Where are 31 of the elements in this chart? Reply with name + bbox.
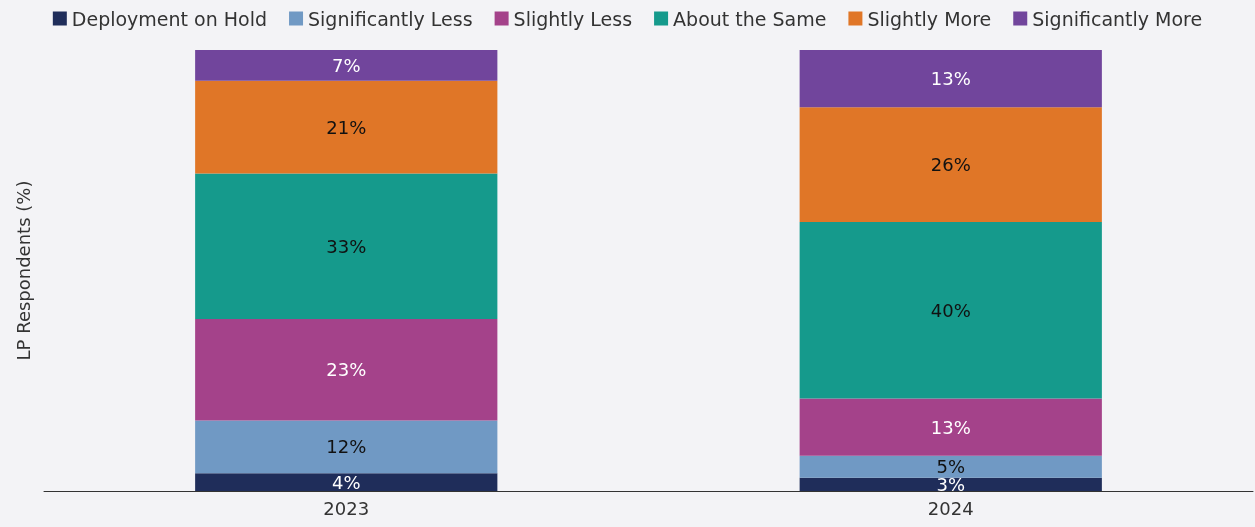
data-label: 4% [331,471,361,493]
data-label: 12% [326,436,367,458]
bar [195,173,498,320]
bar [799,477,1102,491]
x-tick-label: 2023 [323,497,370,519]
legend-label: Significantly More [1032,7,1203,30]
bar [195,420,498,474]
data-label: 21% [326,116,367,138]
data-label: 26% [930,154,971,176]
bar [799,50,1102,108]
legend-label: Slightly Less [513,7,633,30]
bar [799,107,1102,222]
bar [195,50,498,81]
legend-label: Deployment on Hold [71,7,268,30]
y-axis-title: LP Respondents (%) [12,180,34,361]
data-label: 13% [930,68,971,90]
bar [799,221,1102,399]
legend-label: About the Same [673,7,827,30]
bar [195,473,498,491]
data-label: 40% [930,299,971,321]
legend-label: Significantly Less [308,7,473,30]
legend-label: Slightly More [867,7,992,30]
bar [799,398,1102,456]
data-label: 23% [326,359,367,381]
x-tick-label: 2024 [927,497,974,519]
data-label: 33% [326,235,367,257]
bar [195,319,498,421]
bar [195,80,498,174]
data-label: 7% [331,54,361,76]
data-label: 13% [930,416,971,438]
bar [799,455,1102,478]
